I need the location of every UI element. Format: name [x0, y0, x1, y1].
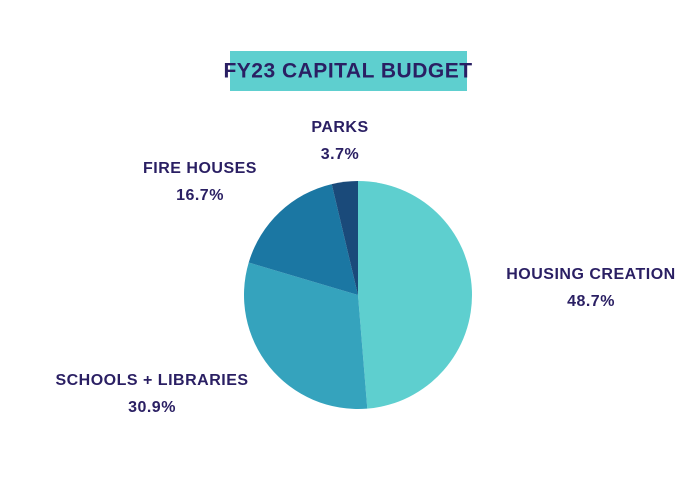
slice-label: SCHOOLS + LIBRARIES — [55, 372, 248, 389]
pie-slice — [248, 184, 358, 295]
slice-label: PARKS — [311, 119, 368, 136]
pie-slice — [358, 181, 472, 409]
chart-title: FY23 CAPITAL BUDGET — [223, 60, 472, 83]
slice-label: FIRE HOUSES — [143, 160, 257, 177]
slice-value-label: 16.7% — [176, 187, 224, 204]
pie-slice — [244, 262, 368, 409]
slice-value-label: 48.7% — [567, 293, 615, 310]
slice-label: HOUSING CREATION — [506, 266, 675, 283]
pie-slice — [331, 181, 358, 295]
slice-value-label: 30.9% — [128, 399, 176, 416]
slice-value-label: 3.7% — [321, 146, 359, 163]
title-box — [230, 51, 467, 91]
